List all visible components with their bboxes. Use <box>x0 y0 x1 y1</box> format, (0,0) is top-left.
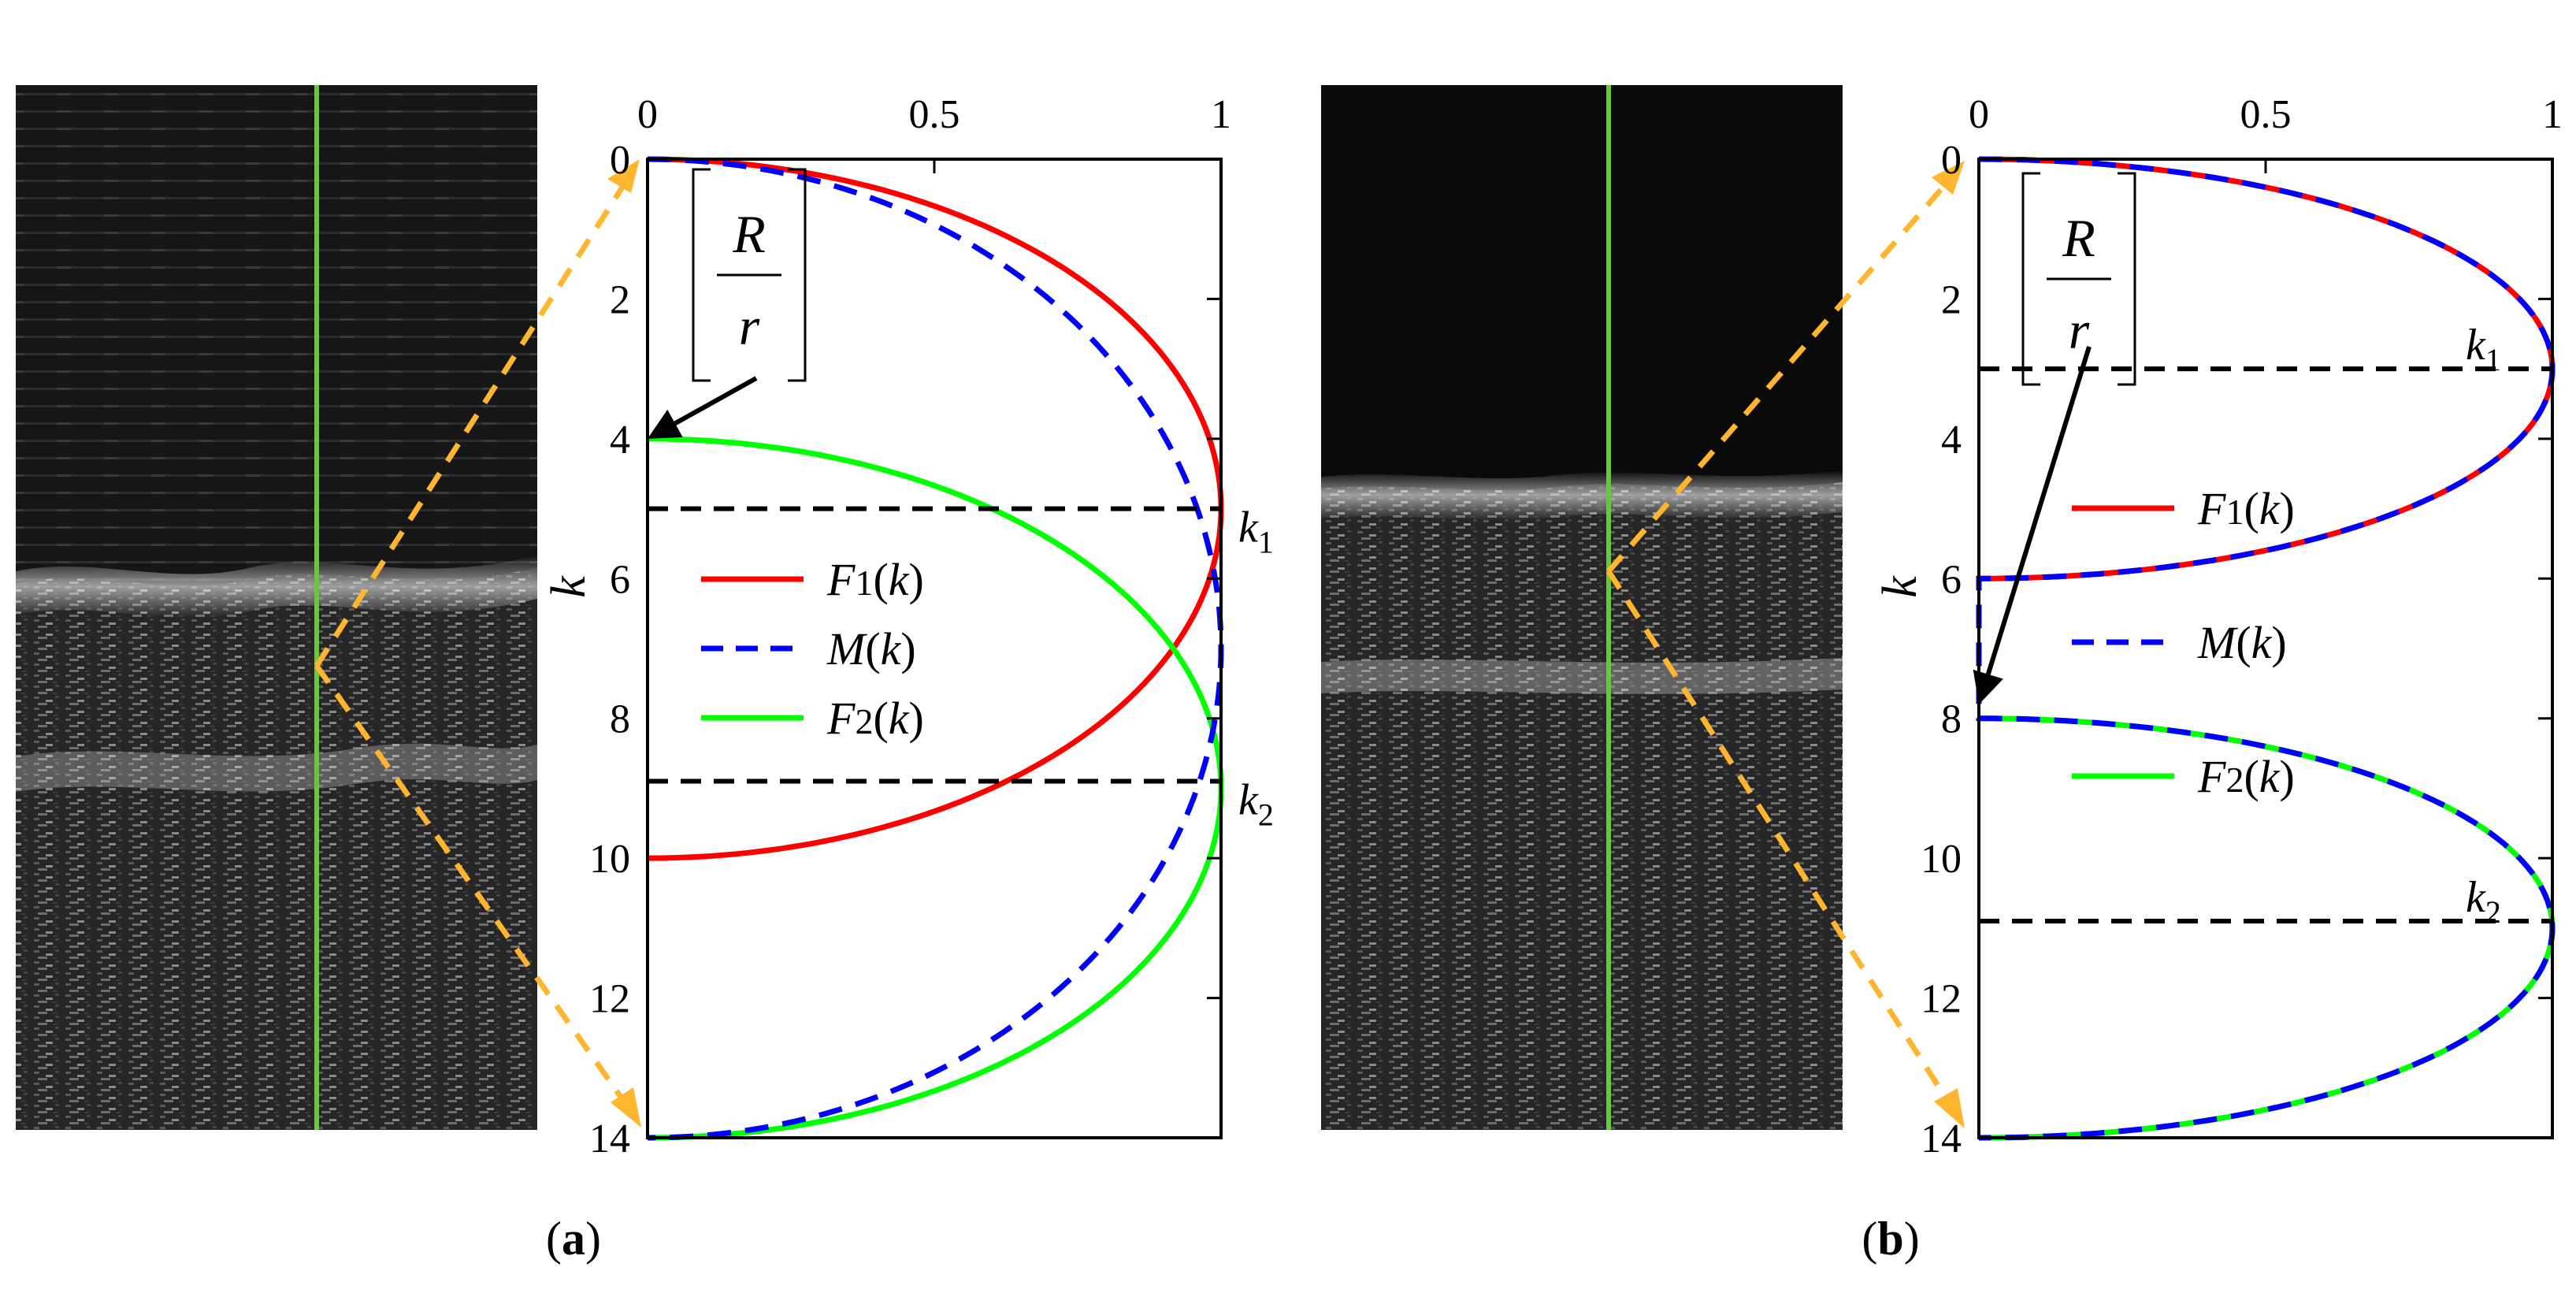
legend-item-m-a: M(k) <box>701 623 916 674</box>
x-tick-label-b: 0.5 <box>2240 92 2292 137</box>
ratio-annotation-a: Rr <box>648 168 807 439</box>
legend-item-f1-a: F1(k) <box>701 554 924 605</box>
ratio-bracket-left-a <box>692 168 711 382</box>
y-tick-label-a: 14 <box>589 1117 630 1161</box>
x-tick-label-b: 1 <box>2542 92 2563 137</box>
legend-item-f1-b: F1(k) <box>2072 483 2295 534</box>
threshold-k1-label-a: k1 <box>1238 503 1274 560</box>
y-tick-label-b: 12 <box>1921 977 1962 1022</box>
legend-label-f2-a: F2(k) <box>826 693 924 744</box>
oct-image-b <box>1321 85 1843 1130</box>
threshold-k1-label-b: k1 <box>2466 321 2501 377</box>
projection-arrowhead-a-top <box>607 159 640 193</box>
projection-arrows <box>314 159 1965 1128</box>
y-axis-label-a: k <box>542 575 596 598</box>
y-tick-label-a: 4 <box>610 418 630 463</box>
oct-image-a <box>16 85 537 1130</box>
y-tick-label-a: 2 <box>610 277 630 322</box>
legend-item-m-b: M(k) <box>2072 617 2287 668</box>
projection-arrowhead-a-bottom <box>611 1087 641 1128</box>
y-tick-label-b: 14 <box>1921 1117 1962 1161</box>
y-tick-label-b: 8 <box>1941 697 1962 742</box>
ratio-bracket-right-a <box>788 168 807 382</box>
legend-label-f1-a: F1(k) <box>826 554 924 605</box>
x-tick-label-a: 0.5 <box>909 92 960 137</box>
y-tick-label-b: 10 <box>1921 837 1962 882</box>
ratio-bracket-right-b <box>2118 172 2136 386</box>
ratio-pointer-line-b <box>1985 346 2092 675</box>
panel-label-a-letter: a <box>562 1213 585 1265</box>
x-tick-label-a: 1 <box>1211 92 1231 137</box>
projection-arrow-b-top <box>1606 173 1956 574</box>
ratio-denominator-a: r <box>739 296 760 356</box>
axes-frame-a <box>646 158 1223 1139</box>
legend-label-m-b: M(k) <box>2197 617 2287 668</box>
projection-arrowhead-b-bottom <box>1934 1088 1965 1128</box>
y-tick-label-a: 12 <box>589 977 630 1022</box>
legend-item-f2-b: F2(k) <box>2072 751 2295 802</box>
ratio-annotation-b: Rr <box>1973 172 2136 704</box>
ratio-numerator-a: R <box>732 204 766 264</box>
threshold-k2-label-a: k2 <box>1238 776 1274 833</box>
y-tick-label-b: 0 <box>1941 138 1962 183</box>
x-tick-label-b: 0 <box>1969 92 1989 137</box>
y-tick-label-a: 0 <box>610 138 630 183</box>
legend-label-f2-b: F2(k) <box>2197 751 2295 802</box>
panel-label-a: (a) <box>546 1213 601 1265</box>
x-tick-label-a: 0 <box>637 92 658 137</box>
threshold-k2-label-b: k2 <box>2466 873 2501 930</box>
series-f2-line-a <box>647 436 1224 1141</box>
legend-item-f2-a: F2(k) <box>701 693 924 744</box>
panel-label-b-letter: b <box>1877 1213 1903 1265</box>
y-tick-label-b: 4 <box>1941 418 1962 463</box>
ratio-pointer-line-a <box>674 376 758 426</box>
y-tick-label-b: 6 <box>1941 557 1962 602</box>
projection-arrowhead-b-top <box>1932 161 1965 195</box>
legend-label-m-a: M(k) <box>826 623 916 674</box>
projection-arrow-a-bottom <box>314 663 633 1113</box>
series-m-line-a <box>647 156 1224 1141</box>
y-tick-label-b: 2 <box>1941 277 1962 322</box>
y-axis-label-b: k <box>1873 575 1927 598</box>
y-tick-label-a: 8 <box>610 697 630 742</box>
panel-label-b: (b) <box>1861 1213 1919 1265</box>
ratio-pointer-head-a <box>648 409 683 439</box>
y-tick-label-a: 6 <box>610 557 630 602</box>
legend-label-f1-b: F1(k) <box>2197 483 2295 534</box>
ratio-numerator-b: R <box>2062 208 2095 268</box>
projection-arrow-a-top <box>314 173 633 667</box>
y-tick-label-a: 10 <box>589 837 630 882</box>
ratio-pointer-head-b <box>1973 669 2003 704</box>
ratio-bracket-left-b <box>2021 172 2040 386</box>
projection-arrow-b-bottom <box>1606 570 1956 1112</box>
